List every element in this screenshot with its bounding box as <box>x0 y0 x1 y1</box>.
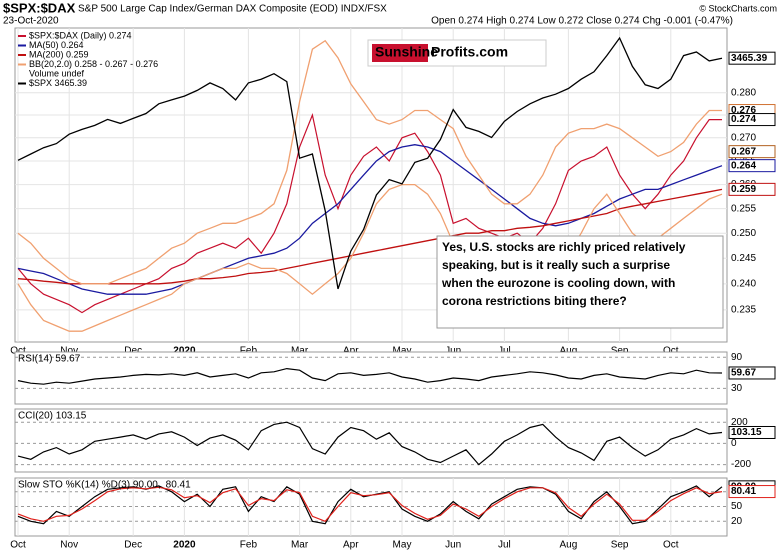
panel <box>14 351 728 405</box>
value-tag <box>728 159 776 173</box>
x-tick-label: Apr <box>343 346 359 357</box>
panel-title: CCI(20) 103.15 <box>18 411 87 422</box>
value-tag-label: 0.276 <box>731 105 756 116</box>
annotation-text: Yes, U.S. stocks are richly priced relat… <box>442 240 686 254</box>
value-tag <box>728 113 776 127</box>
panel-title: Slow STO %K(14) %D(3) 90.00, <box>18 480 161 491</box>
value-tag-label: 3465.39 <box>731 53 768 64</box>
value-tag <box>728 425 776 439</box>
x-tick-label: May <box>393 540 412 551</box>
watermark: © StockCharts.com <box>699 3 777 13</box>
y-tick-label: 0 <box>731 438 737 449</box>
y-tick-label: 0.280 <box>731 87 756 98</box>
series-line <box>17 36 723 290</box>
logo-text: Profits.com <box>431 44 508 60</box>
value-tag-label: 80.41 <box>731 486 756 497</box>
x-tick-label: Oct <box>663 346 679 357</box>
x-tick-label: Jun <box>445 346 461 357</box>
y-tick-label: 0.240 <box>731 278 756 289</box>
value-tag <box>728 485 776 499</box>
value-tag-label: 0.264 <box>731 160 756 171</box>
y-tick-label: 50 <box>731 501 743 512</box>
x-tick-label: Jun <box>445 540 461 551</box>
x-tick-label: Oct <box>10 540 26 551</box>
x-tick-label: Nov <box>60 540 78 551</box>
value-tag-label: 103.15 <box>731 427 762 438</box>
y-tick-label: 0.245 <box>731 253 756 264</box>
value-tag-label: 0.259 <box>731 184 756 195</box>
logo-red <box>372 44 428 62</box>
x-tick-label: Feb <box>240 346 258 357</box>
x-tick-label: Sep <box>611 346 629 357</box>
value-tag <box>728 366 776 380</box>
y-tick-label: 0.235 <box>731 305 756 316</box>
x-tick-label: Oct <box>663 540 679 551</box>
annotation-text: speaking, but is it really such a surpri… <box>442 258 670 272</box>
value-tag-label: 0.267 <box>731 146 756 157</box>
series-line <box>17 188 723 285</box>
series-line <box>17 39 722 285</box>
x-tick-label: Mar <box>291 346 309 357</box>
x-tick-label: May <box>393 346 412 357</box>
annotation-box <box>436 235 724 329</box>
x-tick-label: Apr <box>343 540 359 551</box>
x-tick-label: Jul <box>498 346 511 357</box>
annotation-text: corona restrictions biting there? <box>442 294 627 308</box>
legend-entry: MA(50) 0.264 <box>29 40 84 50</box>
panel-title: RSI(14) 59.67 <box>18 354 81 365</box>
y-tick-label: 90 <box>731 352 743 363</box>
value-tag-label: 0.274 <box>731 114 756 125</box>
x-tick-label: Nov <box>60 346 78 357</box>
annotation-text: when the eurozone is cooling down, with <box>441 276 675 290</box>
x-tick-label: Aug <box>560 346 578 357</box>
legend-entry: Volume undef <box>29 68 85 78</box>
y-tick-label: -200 <box>731 459 751 470</box>
y-tick-label: 0.250 <box>731 228 756 239</box>
series-line <box>17 486 723 523</box>
series-line <box>17 421 723 466</box>
x-tick-label: 2020 <box>173 540 196 551</box>
series-line <box>17 183 723 332</box>
value-tag <box>728 145 776 159</box>
panel <box>14 408 728 473</box>
x-tick-label: 2020 <box>173 346 196 357</box>
y-tick-label: 0.255 <box>731 203 756 214</box>
y-tick-label: 20 <box>731 516 743 527</box>
value-tag <box>728 51 776 65</box>
stats: Open 0.274 High 0.274 Low 0.272 Close 0.… <box>431 16 733 27</box>
legend-entry: MA(200) 0.259 <box>29 49 89 59</box>
series-line <box>17 144 723 295</box>
series-line <box>17 112 722 314</box>
series-line <box>17 367 723 385</box>
logo-text: Sunshine <box>375 44 438 60</box>
x-tick-label: Aug <box>560 540 578 551</box>
x-tick-label: Dec <box>124 540 142 551</box>
legend-entry: $SPX 3465.39 <box>29 78 87 88</box>
x-tick-label: Jul <box>498 540 511 551</box>
x-tick-label: Feb <box>240 540 258 551</box>
y-tick-label: 30 <box>731 383 743 394</box>
x-tick-label: Mar <box>291 540 309 551</box>
value-tag-label: 59.67 <box>731 368 756 379</box>
legend-entry: BB(20,2.0) 0.258 - 0.267 - 0.276 <box>29 59 158 69</box>
x-tick-label: Oct <box>10 346 26 357</box>
panel-title: 80.41 <box>166 480 191 491</box>
chart-title: $SPX:$DAX <box>3 0 76 15</box>
x-tick-label: Dec <box>124 346 142 357</box>
date: 23-Oct-2020 <box>3 16 59 27</box>
value-tag <box>728 182 776 196</box>
legend-entry: $SPX:$DAX (Daily) 0.274 <box>29 30 132 40</box>
y-tick-label: 0.270 <box>731 132 756 143</box>
x-tick-label: Sep <box>611 540 629 551</box>
chart-subtitle: S&P 500 Large Cap Index/German DAX Compo… <box>78 4 387 15</box>
y-tick-label: 200 <box>731 417 748 428</box>
